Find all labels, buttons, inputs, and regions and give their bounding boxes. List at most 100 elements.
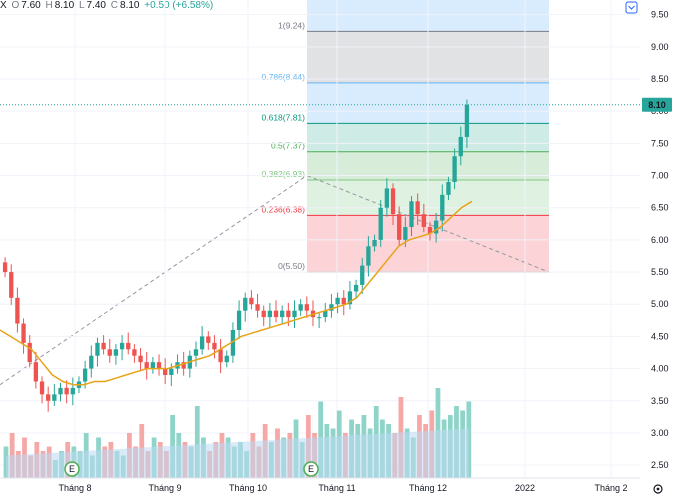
candle-body	[144, 362, 149, 369]
x-tick-label: 2022	[515, 483, 535, 493]
y-tick-label: 5.00	[651, 299, 669, 309]
candle-body	[353, 284, 359, 292]
candle-body	[206, 336, 211, 343]
fib-level-label: 0.786(8.44)	[262, 72, 306, 82]
candlesticks	[2, 99, 470, 412]
high-value: 8.10	[54, 0, 75, 11]
candle-body	[372, 239, 377, 247]
candle-body	[107, 349, 112, 356]
candle-body	[126, 342, 131, 350]
candle-body	[212, 342, 217, 350]
candle-body	[292, 310, 297, 318]
candle-body	[415, 201, 420, 215]
fib-level-label: 0(5.50)	[278, 261, 305, 271]
candle-body	[15, 297, 20, 324]
candle-body	[366, 246, 371, 266]
candle-body	[390, 188, 396, 215]
candle-body	[323, 310, 328, 318]
close-label: C	[110, 0, 119, 11]
y-tick-label: 6.00	[651, 235, 669, 245]
x-tick-label: Tháng 2	[594, 483, 627, 493]
candle-body	[95, 342, 100, 356]
volume-ma-area	[6, 428, 469, 478]
earnings-marker-letter: E	[308, 464, 314, 474]
chart-settings-icon[interactable]	[625, 1, 638, 14]
fib-level-label: 0.5(7.37)	[271, 141, 305, 151]
candle-body	[464, 104, 470, 137]
high-label: H	[45, 0, 53, 11]
ohlc-legend: X O 7.60 H 8.10 L 7.40 C 8.10 +0.50 (+6.58%)	[0, 0, 215, 11]
candle-body	[138, 355, 143, 363]
gear-icon[interactable]	[653, 484, 663, 494]
y-tick-label: 3.00	[651, 428, 669, 438]
candle-body	[409, 201, 414, 228]
candle-body	[193, 349, 199, 356]
volume-bar	[3, 446, 9, 478]
candle-body	[280, 310, 285, 318]
candle-body	[39, 381, 45, 395]
candle-body	[150, 362, 156, 369]
candle-body	[70, 387, 75, 395]
candle-body	[304, 304, 309, 311]
open-value: 7.60	[21, 0, 41, 11]
candle-body	[2, 262, 8, 273]
candle-body	[452, 156, 457, 182]
volume-pane	[3, 388, 472, 478]
candle-body	[255, 304, 260, 311]
low-label: L	[78, 0, 85, 11]
fib-level-label: 1(9.24)	[278, 20, 305, 30]
chevron-icon[interactable]	[628, 5, 635, 10]
candle-body	[360, 265, 365, 285]
fib-level-label: 0.618(7.81)	[262, 112, 306, 122]
earnings-marker-letter: E	[69, 464, 75, 474]
moving-average	[0, 200, 473, 386]
earnings-marker-icon[interactable]	[64, 461, 80, 477]
moving-average-line	[0, 200, 473, 386]
volume-bar	[194, 406, 200, 478]
x-tick-label: Tháng 11	[318, 483, 355, 493]
candle-body	[181, 362, 186, 369]
gear-center-icon	[656, 487, 660, 491]
candle-body	[243, 297, 248, 311]
grid	[0, 0, 640, 478]
close-value: 8.10	[120, 0, 140, 11]
y-tick-label: 4.50	[651, 331, 669, 341]
y-tick-label: 9.50	[651, 10, 669, 20]
candle-body	[119, 342, 125, 350]
candle-body	[433, 220, 439, 234]
x-tick-label: Tháng 9	[148, 483, 181, 493]
axes: 2.50 3.00 3.50 4.00 4.50 5.00 5.50 6.00 6.50 7.00…	[0, 10, 672, 493]
candle-body	[421, 214, 426, 228]
candle-body	[378, 207, 383, 240]
candle-body	[316, 317, 322, 319]
candle-body	[261, 310, 266, 318]
y-tick-label: 7.00	[651, 171, 669, 181]
candle-body	[64, 387, 69, 395]
candle-body	[218, 349, 223, 363]
y-tick-label: 3.50	[651, 396, 669, 406]
trend-line	[0, 175, 308, 386]
candle-body	[267, 310, 273, 318]
y-tick-label: 6.50	[651, 203, 669, 213]
candle-body	[169, 368, 174, 376]
candle-body	[347, 291, 353, 305]
x-tick-label: Tháng 8	[58, 483, 91, 493]
y-tick-label: 9.00	[651, 42, 669, 52]
candle-body	[58, 387, 63, 395]
y-tick-label: 5.50	[651, 267, 669, 277]
candle-body	[446, 181, 451, 195]
candle-body	[46, 394, 51, 401]
earnings-marker-icon[interactable]	[303, 461, 319, 477]
candle-body	[273, 310, 279, 318]
candle-body	[27, 342, 32, 363]
y-tick-label: 8.50	[651, 74, 669, 84]
candle-body	[384, 188, 390, 208]
y-tick-label: 7.50	[651, 138, 669, 148]
low-value: 7.40	[86, 0, 106, 11]
candle-body	[249, 297, 254, 305]
candle-body	[335, 297, 340, 305]
x-tick-label: Tháng 12	[409, 483, 447, 493]
candle-body	[329, 304, 334, 311]
